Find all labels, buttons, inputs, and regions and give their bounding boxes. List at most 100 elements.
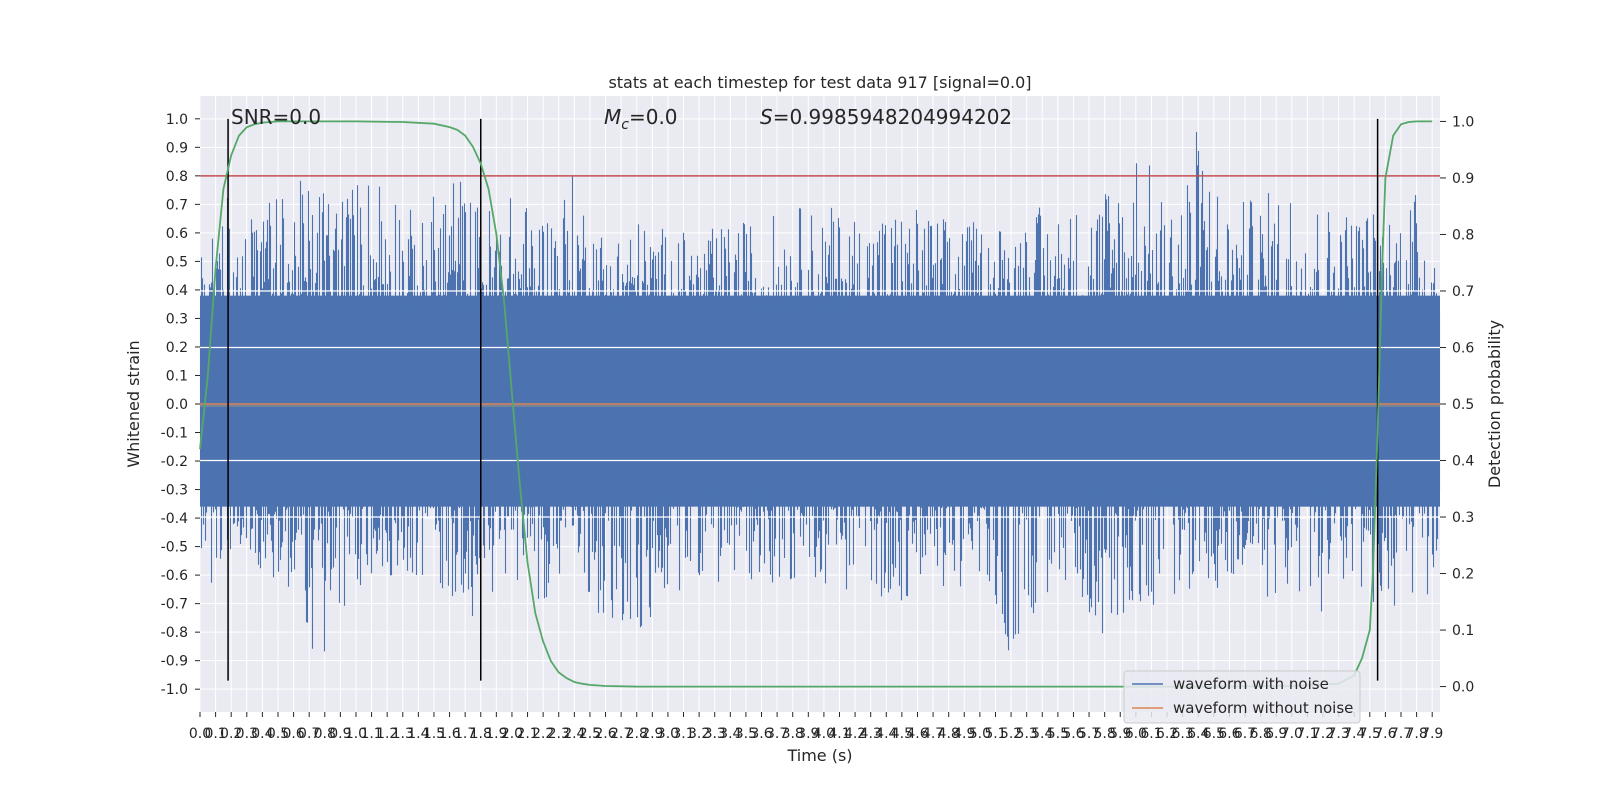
x-tick-label-14: 1.4 (407, 726, 429, 742)
x-tick-label-12: 1.2 (376, 726, 398, 742)
legend-label-waveform-with-noise: waveform with noise (1173, 675, 1329, 693)
x-tick-label-27: 2.7 (610, 726, 632, 742)
overlay-lines (199, 118, 1440, 688)
y-tick-label-9: -0.1 (161, 426, 188, 442)
y-tick-label-0: -1.0 (161, 682, 188, 698)
y2-tick-label-3: 0.3 (1452, 510, 1474, 526)
x-tick-label-63: 6.3 (1172, 726, 1194, 742)
x-tick-label-57: 5.7 (1078, 726, 1100, 742)
x-tick-label-50: 5.0 (969, 726, 991, 742)
x-tick-label-73: 7.3 (1327, 726, 1349, 742)
y-tick-label-13: 0.3 (166, 311, 188, 327)
legend-box (1123, 670, 1361, 724)
x-tick-label-0: 0.0 (189, 726, 211, 742)
y-tick-label-15: 0.5 (166, 254, 188, 270)
x-tick-label-69: 6.9 (1265, 726, 1287, 742)
x-ticks: 0.00.10.20.30.40.50.60.70.80.91.01.11.21… (189, 712, 1443, 742)
snr-annotation: SNR=0.0 (231, 105, 321, 129)
x-tick-label-48: 4.8 (938, 726, 960, 742)
y2-ticks: 0.0 0.1 0.2 0.3 0.4 0.5 0.6 0.7 0.8 0.9 1.0 (1440, 114, 1474, 696)
y2-tick-label-0: 0.0 (1452, 680, 1474, 696)
y2-axis-label: Detection probability (1485, 320, 1504, 488)
x-tick-label-32: 3.2 (688, 726, 710, 742)
x-tick-label-78: 7.8 (1405, 726, 1427, 742)
x-tick-label-68: 6.8 (1249, 726, 1271, 742)
x-tick-label-9: 0.9 (329, 726, 351, 742)
y-tick-label-6: -0.4 (161, 511, 188, 527)
x-tick-label-71: 7.1 (1296, 726, 1318, 742)
chart-title: stats at each timestep for test data 917… (608, 73, 1031, 92)
y-tick-label-18: 0.8 (166, 169, 188, 185)
y-tick-label-19: 0.9 (166, 140, 188, 156)
x-tick-label-35: 3.5 (735, 726, 757, 742)
s-value: =0.9985948204994202 (773, 105, 1012, 129)
x-tick-label-40: 4.0 (813, 726, 835, 742)
y2-tick-label-2: 0.2 (1452, 567, 1474, 583)
y-tick-label-16: 0.6 (166, 226, 188, 242)
x-tick-label-28: 2.8 (626, 726, 648, 742)
legend: waveform with noise waveform without noi… (1123, 670, 1361, 724)
x-tick-label-51: 5.1 (984, 726, 1006, 742)
x-tick-label-42: 4.2 (844, 726, 866, 742)
x-tick-label-17: 1.7 (454, 726, 476, 742)
x-tick-label-30: 3.0 (657, 726, 679, 742)
x-tick-label-64: 6.4 (1187, 726, 1209, 742)
y-axis-label: Whitened strain (124, 340, 143, 467)
x-tick-label-49: 4.9 (953, 726, 975, 742)
y2-tick-label-5: 0.5 (1452, 397, 1474, 413)
waveform-with-noise-series (199, 131, 1441, 652)
y-ticks: -1.0 -0.9 -0.8 -0.7 -0.6 -0.5 -0.4 -0.3 -0.2 -0.1… (161, 112, 200, 698)
x-tick-label-2: 0.2 (220, 726, 242, 742)
x-tick-label-53: 5.3 (1016, 726, 1038, 742)
x-tick-label-61: 6.1 (1140, 726, 1162, 742)
y-tick-label-2: -0.8 (161, 625, 188, 641)
y-tick-label-17: 0.7 (166, 197, 188, 213)
x-tick-label-4: 0.4 (251, 726, 273, 742)
y-tick-label-8: -0.2 (161, 454, 188, 470)
y-tick-label-7: -0.3 (161, 483, 188, 499)
x-tick-label-56: 5.6 (1062, 726, 1084, 742)
y-tick-label-4: -0.6 (161, 568, 188, 584)
s-annotation: S=0.9985948204994202 (760, 105, 1012, 129)
x-tick-label-62: 6.2 (1156, 726, 1178, 742)
x-tick-label-5: 0.5 (267, 726, 289, 742)
x-tick-label-75: 7.5 (1359, 726, 1381, 742)
x-tick-label-44: 4.4 (875, 726, 897, 742)
x-tick-label-46: 4.6 (906, 726, 928, 742)
y-tick-label-14: 0.4 (166, 283, 188, 299)
x-tick-label-19: 1.9 (485, 726, 507, 742)
x-tick-label-8: 0.8 (314, 726, 336, 742)
y-tick-label-1: -0.9 (161, 654, 188, 670)
x-tick-label-65: 6.5 (1203, 726, 1225, 742)
x-tick-label-41: 4.1 (828, 726, 850, 742)
x-tick-label-60: 6.0 (1125, 726, 1147, 742)
y2-tick-label-1: 0.1 (1452, 623, 1474, 639)
y-tick-label-11: 0.1 (166, 368, 188, 384)
mc-symbol: M (604, 105, 621, 129)
x-tick-label-33: 3.3 (704, 726, 726, 742)
y2-tick-label-10: 1.0 (1452, 114, 1474, 130)
x-tick-label-72: 7.2 (1312, 726, 1334, 742)
y2-tick-label-6: 0.6 (1452, 340, 1474, 356)
x-tick-label-21: 2.1 (516, 726, 538, 742)
mc-value: =0.0 (629, 105, 678, 129)
x-tick-label-23: 2.3 (548, 726, 570, 742)
x-tick-label-15: 1.5 (423, 726, 445, 742)
y2-tick-label-8: 0.8 (1452, 227, 1474, 243)
x-tick-label-58: 5.8 (1094, 726, 1116, 742)
x-tick-label-76: 7.6 (1374, 726, 1396, 742)
x-tick-label-52: 5.2 (1000, 726, 1022, 742)
y-tick-label-3: -0.7 (161, 597, 188, 613)
x-tick-label-6: 0.6 (282, 726, 304, 742)
x-axis-label: Time (s) (786, 746, 852, 765)
x-tick-label-55: 5.5 (1047, 726, 1069, 742)
y-tick-label-5: -0.5 (161, 540, 188, 556)
y2-tick-label-4: 0.4 (1452, 454, 1474, 470)
y2-tick-label-9: 0.9 (1452, 171, 1474, 187)
x-tick-label-38: 3.8 (782, 726, 804, 742)
y-tick-label-20: 1.0 (166, 112, 188, 128)
detection-probability-line (199, 120, 1433, 688)
x-tick-label-34: 3.4 (719, 726, 741, 742)
x-tick-label-11: 1.1 (360, 726, 382, 742)
